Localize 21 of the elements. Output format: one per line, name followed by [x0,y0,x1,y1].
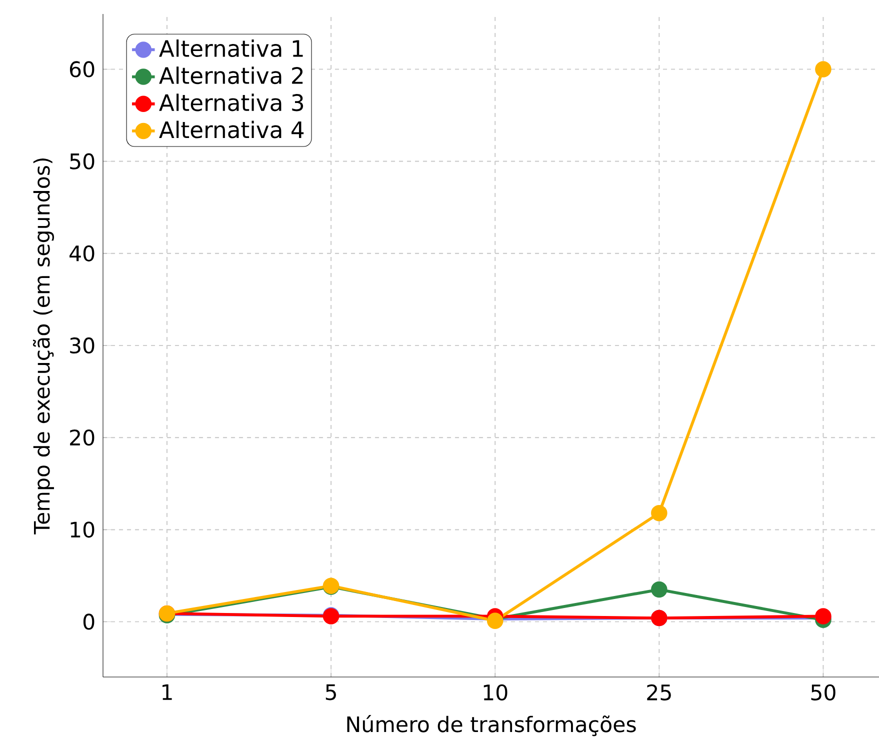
x-tick-label: 50 [811,684,836,700]
y-tick-label: 60 [70,61,94,78]
point [651,504,668,522]
point [651,581,668,598]
legend-label: Alternativa 2 [159,66,303,84]
x-tick-label: 5 [326,684,336,700]
x-tick-label: 25 [647,684,671,700]
legend-label: Alternativa 4 [159,120,304,138]
y-tick-label: 50 [70,153,94,170]
y-tick-label: 40 [70,245,94,262]
x-axis-title: Número de transformações [347,714,636,736]
x-tick-label: 1 [162,684,172,700]
y-tick-label: 30 [70,337,94,354]
y-tick-label: 0 [83,614,94,630]
x-tick-label: 10 [484,684,508,700]
y-tick-label: 20 [70,430,94,446]
y-axis-title: Tempo de execução (em segundos) [32,158,54,534]
legend-label: Alternativa 1 [159,39,303,58]
legend-label: Alternativa 3 [159,94,304,112]
y-tick-label: 10 [70,522,94,538]
point [815,61,832,78]
